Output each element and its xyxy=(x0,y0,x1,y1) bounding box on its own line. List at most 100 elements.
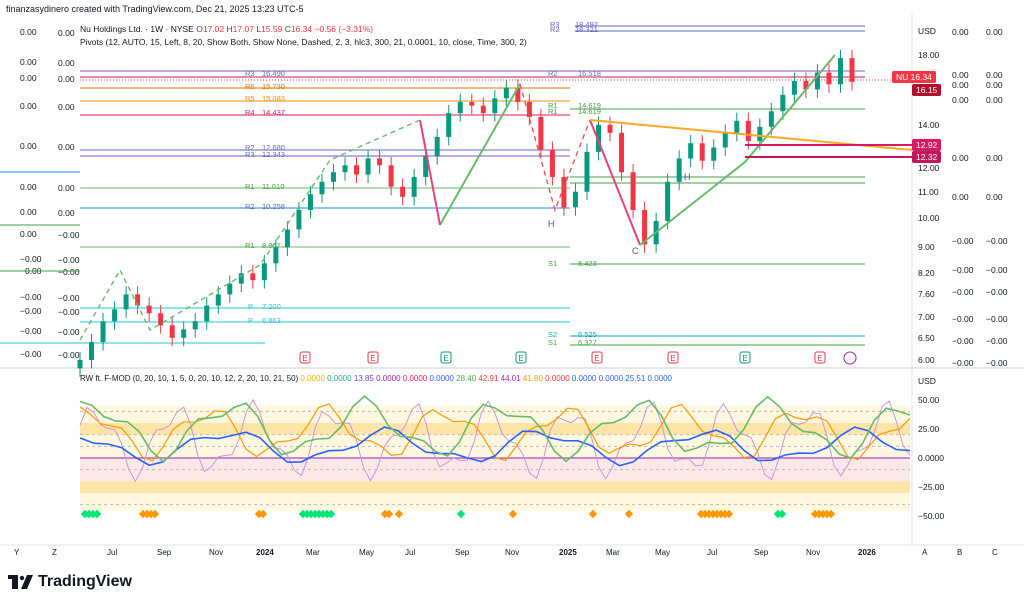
oscillator-line-orange xyxy=(79,403,911,462)
earnings-marker-label: E xyxy=(594,354,599,363)
price-tick: 10.00 xyxy=(918,213,940,224)
signal-diamond-orange xyxy=(508,509,518,519)
brand-name: TradingView xyxy=(38,573,132,590)
scale-label: −0.00 xyxy=(58,255,80,265)
scale-label: 0.00 xyxy=(20,27,37,37)
pivot-label-name: R2 xyxy=(245,202,255,211)
pattern-label-h: H xyxy=(684,172,691,182)
time-tick: Sep xyxy=(455,548,470,557)
pivot-label-value: 12.680 xyxy=(262,143,285,152)
candle-body xyxy=(503,87,509,99)
scale-label: −0.00 xyxy=(952,314,974,324)
signal-diamond-orange xyxy=(588,509,598,519)
earnings-marker-label: E xyxy=(443,354,448,363)
scale-label: 0.00 xyxy=(20,141,37,151)
signal-diamond-orange xyxy=(826,509,836,519)
scale-label: −0.00 xyxy=(58,327,80,337)
symbol-title: Nu Holdings Ltd. · 1W · NYSE xyxy=(80,24,194,34)
pivot-label-value: 16.518 xyxy=(578,69,601,78)
candle-body xyxy=(526,101,532,117)
time-tick: Z xyxy=(52,548,57,557)
candle-body xyxy=(330,172,336,182)
oscillator-legend: RW ft. F-MOD (0, 20, 10, 1, 5, 0, 20, 10… xyxy=(80,374,672,383)
oscillator-tick: 50.00 xyxy=(918,394,940,405)
time-tick: Jul xyxy=(107,548,118,557)
ohlc-close-key: C xyxy=(284,24,291,34)
scale-label: −0.00 xyxy=(986,314,1008,324)
earnings-marker xyxy=(739,351,751,364)
ohlc-high-key: H xyxy=(226,24,233,34)
oscillator-value-13: 25.51 xyxy=(623,374,646,383)
candle-body xyxy=(745,120,751,142)
zigzag-dashed-line xyxy=(519,83,591,213)
scale-label: −0.00 xyxy=(952,336,974,346)
candle-body xyxy=(549,149,555,177)
signal-diamond-orange xyxy=(258,509,268,519)
signal-diamond-green xyxy=(777,509,787,519)
oscillator-value-3: 0.0000 xyxy=(373,374,401,383)
scale-label: −0.00 xyxy=(20,326,42,336)
earnings-marker-label: E xyxy=(670,354,675,363)
time-tick: B xyxy=(957,548,963,557)
oscillator-value-1: 0.0000 xyxy=(324,374,352,383)
time-tick: 2026 xyxy=(858,548,876,557)
ohlc-open-key: O xyxy=(196,24,203,34)
pivot-label-value: 7.200 xyxy=(262,302,281,311)
earnings-marker xyxy=(814,351,826,364)
candle-body xyxy=(446,113,452,137)
scale-label: −0.00 xyxy=(952,358,974,368)
pivot-label-name: R2 xyxy=(548,69,558,78)
signal-diamond-green xyxy=(456,509,466,519)
pivot-label-value: 14.619 xyxy=(578,101,601,110)
oscillator-line-fast xyxy=(79,398,911,483)
brand-logo: TradingView xyxy=(8,573,132,591)
candle-body xyxy=(584,151,590,192)
pivot-label-value: 6.525 xyxy=(578,330,597,339)
candle-body xyxy=(181,329,187,338)
pivot-label-name: R3 xyxy=(245,69,255,78)
scale-label: −0.00 xyxy=(952,265,974,275)
zigzag-down-line xyxy=(589,119,641,246)
earnings-marker xyxy=(299,351,311,364)
price-tick: 11.00 xyxy=(918,186,939,197)
scale-label: 0.00 xyxy=(986,153,1003,163)
signal-diamond-orange xyxy=(724,509,734,519)
oscillator-value-14: 0.0000 xyxy=(645,374,673,383)
signal-diamond-green xyxy=(326,509,336,519)
candle-body xyxy=(596,124,602,152)
ohlc-low-key: L xyxy=(256,24,262,34)
earnings-marker-label: E xyxy=(370,354,375,363)
pivot-label-name: R3 xyxy=(245,150,255,159)
earnings-marker-label: E xyxy=(817,354,822,363)
time-tick: Sep xyxy=(157,548,172,557)
oscillator-value-10: 0.0000 xyxy=(542,374,570,383)
signal-diamond-orange xyxy=(394,509,404,519)
candle-body xyxy=(400,186,406,197)
candle-body xyxy=(434,136,440,157)
oscillator-axis-unit: USD xyxy=(918,376,936,386)
pivot-label-name: R1 xyxy=(548,101,558,110)
oscillator-band-lower xyxy=(80,481,910,493)
candle-body xyxy=(261,263,267,281)
time-tick: Jul xyxy=(707,548,718,557)
scale-label: 0.00 xyxy=(986,80,1003,90)
oscillator-tick: 0.0000 xyxy=(918,453,944,463)
earnings-marker xyxy=(515,351,527,364)
candle-body xyxy=(572,191,578,208)
scale-label: −0.00 xyxy=(58,350,80,360)
scale-label: 0.00 xyxy=(952,27,969,37)
scale-label: 0.00 xyxy=(20,73,37,83)
scale-label: −0.00 xyxy=(986,287,1008,297)
oscillator-values: 0.0000 0.0000 13.85 0.0000 0.0000 0.0000… xyxy=(300,374,672,383)
scale-label: 0.00 xyxy=(986,95,1003,105)
candle-body xyxy=(227,283,233,295)
candle-body xyxy=(423,156,429,177)
zigzag-up-line xyxy=(639,54,836,246)
candle-body xyxy=(411,176,417,197)
pivot-label-name: R4 xyxy=(245,108,255,117)
time-tick: 2025 xyxy=(559,548,577,557)
scale-label: −0.00 xyxy=(58,267,80,277)
candle-body xyxy=(665,181,671,221)
pivot-label-value: 12.343 xyxy=(262,150,285,159)
